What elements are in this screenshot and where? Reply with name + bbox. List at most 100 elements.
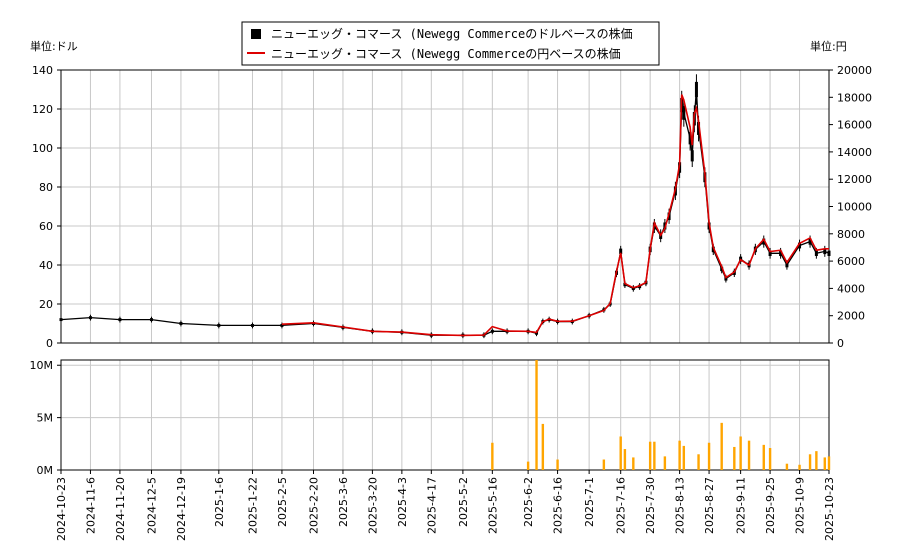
x-tick-label: 2024-12-19 bbox=[175, 477, 188, 541]
usd-candle-body bbox=[688, 132, 692, 145]
x-tick-label: 2025-6-16 bbox=[552, 477, 565, 534]
usd-candle-body bbox=[808, 238, 812, 245]
left-tick-label: 100 bbox=[32, 142, 53, 155]
volume-bar bbox=[768, 448, 772, 470]
volume-bar bbox=[541, 423, 545, 470]
usd-candle-body bbox=[682, 105, 686, 120]
x-tick-label: 2025-2-20 bbox=[307, 477, 320, 534]
volume-tick-label: 10M bbox=[30, 359, 54, 372]
left-tick-label: 20 bbox=[39, 298, 53, 311]
right-tick-label: 4000 bbox=[837, 282, 865, 295]
volume-bar bbox=[682, 445, 686, 470]
usd-candle-body bbox=[88, 316, 92, 320]
usd-candle-body bbox=[814, 250, 818, 256]
usd-candle-body bbox=[535, 331, 539, 335]
usd-candle-body bbox=[724, 276, 728, 281]
right-tick-label: 0 bbox=[837, 337, 844, 350]
usd-candle-body bbox=[149, 318, 153, 322]
legend-jpy-label: ニューエッグ・コマース (Newegg Commerceの円ベースの株価 bbox=[271, 46, 621, 61]
usd-candle-body bbox=[785, 262, 789, 268]
price-frame bbox=[60, 69, 830, 344]
volume-frame bbox=[60, 359, 830, 471]
volume-bar bbox=[623, 449, 627, 470]
usd-candle-body bbox=[59, 318, 63, 322]
volume-bar bbox=[535, 360, 538, 470]
left-tick-label: 80 bbox=[39, 181, 53, 194]
volume-bar bbox=[653, 441, 656, 470]
volume-bar bbox=[785, 463, 789, 470]
usd-candle-body bbox=[711, 246, 715, 253]
x-tick-label: 2025-7-30 bbox=[644, 477, 657, 534]
x-tick-label: 2025-6-2 bbox=[522, 477, 535, 527]
x-tick-label: 2025-9-25 bbox=[764, 477, 777, 534]
volume-bar bbox=[823, 457, 826, 470]
usd-candle-body bbox=[490, 329, 494, 333]
volume-bar bbox=[747, 440, 751, 470]
volume-tick-label: 5M bbox=[37, 412, 54, 425]
volume-bar bbox=[697, 454, 700, 470]
x-tick-label: 2025-1-6 bbox=[213, 477, 226, 527]
usd-candle-body bbox=[779, 250, 783, 256]
volume-plot-border bbox=[60, 359, 830, 471]
usd-candle-body bbox=[798, 242, 802, 249]
x-tick-label: 2024-11-6 bbox=[84, 477, 97, 534]
x-tick-label: 2025-2-5 bbox=[276, 477, 289, 527]
left-axis-ticks: 0 20 40 60 80 100 120 140 bbox=[32, 64, 61, 350]
x-tick-label: 2025-5-2 bbox=[457, 477, 470, 527]
volume-axis-ticks: 0M 5M 10M bbox=[30, 359, 61, 477]
left-tick-label: 120 bbox=[32, 103, 53, 116]
jpy-price-series bbox=[281, 94, 829, 337]
x-tick-label: 2025-4-17 bbox=[425, 477, 438, 534]
volume-bar bbox=[619, 436, 622, 470]
left-tick-label: 0 bbox=[46, 337, 53, 350]
usd-candle-body bbox=[690, 150, 694, 162]
x-tick-label: 2025-8-27 bbox=[703, 477, 716, 534]
usd-candle-body bbox=[619, 248, 623, 255]
usd-candle-body bbox=[827, 250, 831, 256]
x-tick-label: 2025-10-23 bbox=[823, 477, 836, 541]
volume-bar bbox=[739, 436, 742, 470]
x-tick-label: 2025-3-20 bbox=[366, 477, 379, 534]
x-tick-label: 2024-12-5 bbox=[145, 477, 158, 534]
right-tick-label: 10000 bbox=[837, 201, 872, 214]
x-tick-label: 2025-8-13 bbox=[674, 477, 687, 534]
x-tick-label: 2025-1-22 bbox=[246, 477, 259, 534]
volume-tick-label: 0M bbox=[37, 464, 54, 477]
volume-bar bbox=[632, 457, 635, 470]
usd-candle-body bbox=[250, 323, 254, 327]
x-tick-label: 2025-9-11 bbox=[735, 477, 748, 534]
volume-bar bbox=[556, 459, 559, 470]
x-tick-label: 2025-7-1 bbox=[583, 477, 596, 527]
legend: ニューエッグ・コマース (Newegg Commerceのドルベースの株価 ニュ… bbox=[241, 21, 660, 66]
right-tick-label: 16000 bbox=[837, 119, 872, 132]
legend-box bbox=[241, 21, 660, 66]
usd-candle-body bbox=[823, 248, 827, 255]
volume-bar bbox=[491, 442, 494, 470]
usd-candle-body bbox=[623, 282, 627, 287]
x-axis-ticks: 2024-10-23 2024-11-6 2024-11-20 2024-12-5 20… bbox=[55, 470, 836, 541]
right-tick-label: 18000 bbox=[837, 91, 872, 104]
usd-price-series bbox=[59, 74, 831, 339]
right-tick-label: 6000 bbox=[837, 255, 865, 268]
legend-usd-swatch bbox=[251, 29, 261, 39]
volume-grid bbox=[60, 360, 830, 471]
x-tick-label: 2024-11-20 bbox=[114, 477, 127, 541]
volume-bar bbox=[720, 422, 723, 470]
volume-bar bbox=[815, 451, 818, 470]
volume-bar bbox=[762, 444, 765, 470]
volume-bar bbox=[663, 456, 667, 470]
usd-candle-body bbox=[768, 250, 772, 256]
right-axis-ticks: 0 2000 4000 6000 8000 10000 12000 14000 16000 180… bbox=[829, 64, 872, 350]
volume-bar bbox=[526, 461, 530, 470]
x-tick-label: 2025-5-16 bbox=[486, 477, 499, 534]
right-tick-label: 2000 bbox=[837, 310, 865, 323]
x-tick-label: 2025-3-6 bbox=[337, 477, 350, 527]
volume-bar bbox=[733, 446, 736, 470]
volume-bar bbox=[827, 456, 831, 470]
x-tick-label: 2025-7-16 bbox=[615, 477, 628, 534]
usd-candle-body bbox=[118, 318, 122, 322]
right-tick-label: 20000 bbox=[837, 64, 872, 77]
usd-candle-body bbox=[217, 323, 221, 327]
left-tick-label: 60 bbox=[39, 220, 53, 233]
